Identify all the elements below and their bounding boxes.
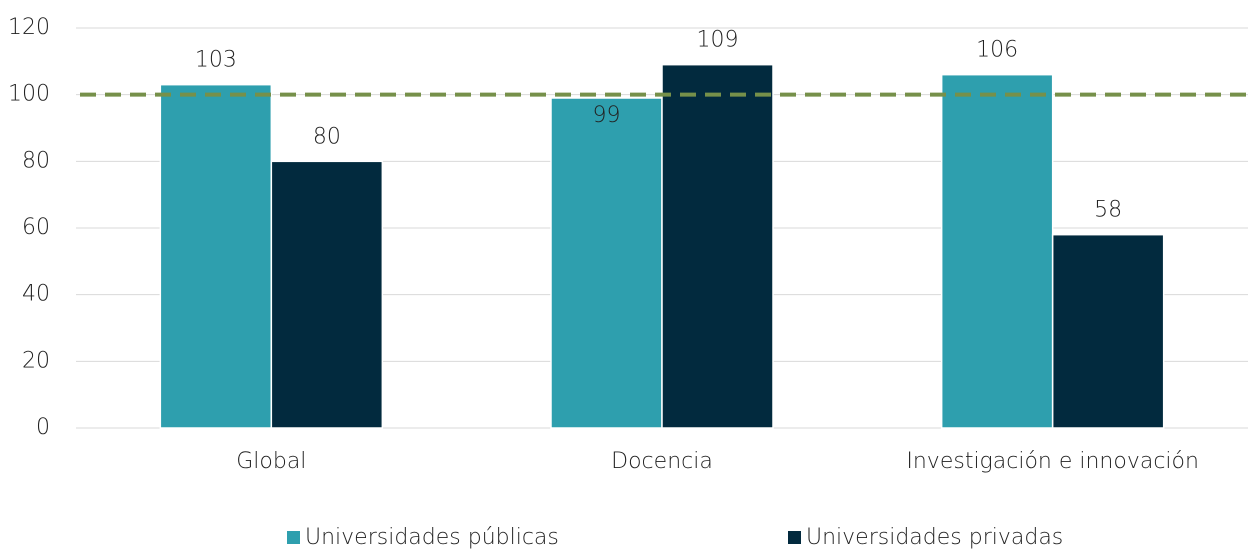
data-label: 99 bbox=[593, 103, 621, 128]
bar bbox=[159, 83, 273, 429]
data-label: 103 bbox=[195, 48, 237, 73]
x-tick-label: Docencia bbox=[611, 449, 713, 474]
y-tick-label: 100 bbox=[8, 82, 50, 107]
bar bbox=[550, 97, 663, 429]
y-tick-label: 120 bbox=[8, 15, 50, 40]
bar bbox=[270, 160, 384, 429]
bar bbox=[661, 63, 774, 429]
x-tick-label: Investigación e innovación bbox=[906, 449, 1199, 474]
x-tick-label: Global bbox=[236, 449, 306, 474]
y-tick-label: 0 bbox=[36, 415, 50, 440]
y-tick-label: 80 bbox=[22, 148, 50, 173]
y-tick-label: 40 bbox=[22, 282, 50, 307]
bar bbox=[940, 73, 1054, 429]
y-tick-label: 60 bbox=[22, 215, 50, 240]
legend-swatch bbox=[287, 531, 300, 544]
data-label: 109 bbox=[697, 28, 739, 53]
y-tick-label: 20 bbox=[22, 348, 50, 373]
legend-label: Universidades privadas bbox=[806, 525, 1063, 550]
data-label: 80 bbox=[313, 124, 341, 149]
data-label: 106 bbox=[976, 38, 1018, 63]
legend-swatch bbox=[788, 531, 801, 544]
legend-label: Universidades públicas bbox=[305, 525, 559, 550]
data-label: 58 bbox=[1094, 198, 1122, 223]
bar bbox=[1051, 233, 1165, 429]
